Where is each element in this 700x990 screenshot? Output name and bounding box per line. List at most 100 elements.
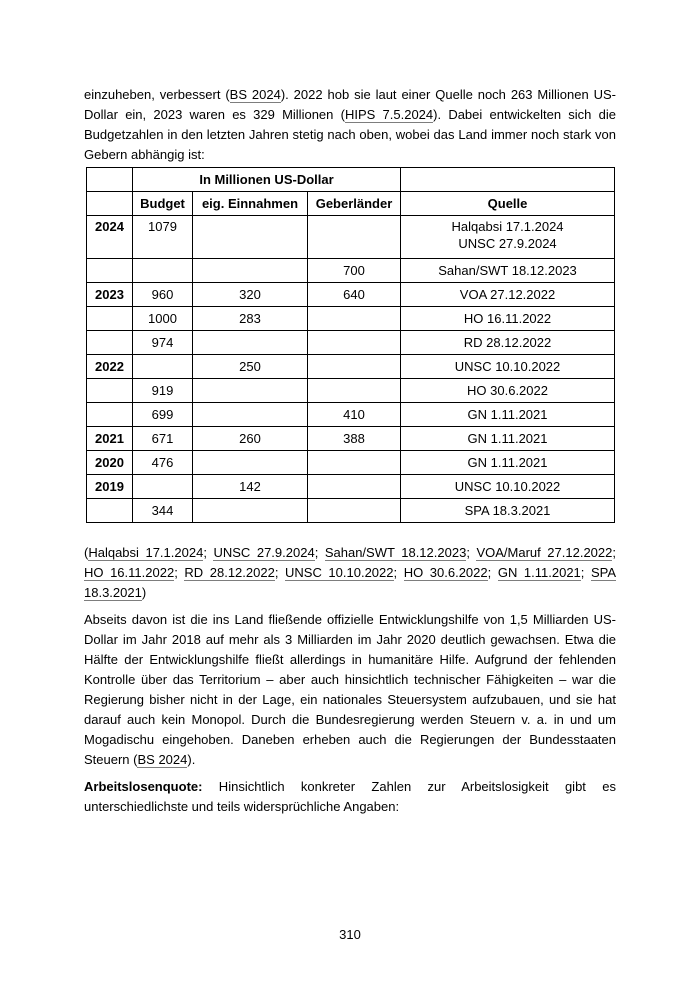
citation-link[interactable]: BS 2024: [229, 87, 281, 103]
budget-cell: [132, 474, 193, 499]
source-text: SPA 18.3.2021: [464, 503, 551, 518]
paragraph-lead: Arbeitslosenquote:: [84, 779, 203, 794]
geberlaender-cell: [306, 450, 402, 475]
budget-table: In Millionen US-Dollar Budget eig. Einna…: [86, 167, 616, 523]
citation-link[interactable]: VOA/Maruf 27.12.2022: [476, 545, 613, 561]
geberlaender-cell: 388: [306, 426, 402, 451]
year-cell: [86, 498, 133, 523]
geberlaender-cell: [306, 215, 402, 259]
source-text: VOA 27.12.2022: [459, 287, 556, 302]
text-span: ;: [174, 565, 185, 580]
year-cell: 2022: [86, 354, 133, 379]
geberlaender-cell: [306, 498, 402, 523]
table-row: 1000 283 HO 16.11.2022: [86, 306, 616, 331]
text-span: (: [84, 545, 89, 560]
year-cell: 2024: [86, 215, 133, 259]
col-header-budget: Budget: [132, 191, 193, 216]
einnahmen-cell: [192, 215, 308, 259]
quelle-cell: UNSC 10.10.2022: [400, 474, 616, 499]
text-span: ;: [274, 565, 286, 580]
quelle-cell: Sahan/SWT 18.12.2023: [400, 258, 616, 283]
budget-table-header: In Millionen US-Dollar Budget eig. Einna…: [86, 167, 616, 216]
quelle-cell: Halqabsi 17.1.2024 UNSC 27.9.2024: [400, 215, 616, 259]
budget-cell: 974: [132, 330, 193, 355]
citation-link[interactable]: UNSC 10.10.2022: [285, 565, 394, 581]
citation-link[interactable]: HIPS 7.5.2024: [344, 107, 434, 123]
einnahmen-cell: 260: [192, 426, 308, 451]
source-text: UNSC 10.10.2022: [454, 359, 561, 374]
citation-link[interactable]: Halqabsi 17.1.2024: [88, 545, 204, 561]
source-text: Sahan/SWT 18.12.2023: [438, 263, 577, 278]
development-aid-paragraph: Abseits davon ist die ins Land fließende…: [84, 610, 616, 770]
budget-cell: 699: [132, 402, 193, 427]
quelle-cell: GN 1.11.2021: [400, 426, 616, 451]
table-row: 2023 960 320 640 VOA 27.12.2022: [86, 282, 616, 307]
geberlaender-cell: 700: [306, 258, 402, 283]
table-row: 700 Sahan/SWT 18.12.2023: [86, 258, 616, 283]
einnahmen-cell: [192, 402, 308, 427]
quelle-cell: VOA 27.12.2022: [400, 282, 616, 307]
intro-paragraph: einzuheben, verbessert (BS 2024). 2022 h…: [84, 85, 616, 165]
text-span: einzuheben, verbessert (: [84, 87, 230, 102]
empty-corner-cell: [400, 167, 616, 192]
year-cell: [86, 402, 133, 427]
text-span: ;: [487, 565, 498, 580]
source-text: GN 1.11.2021: [467, 431, 548, 446]
budget-cell: [132, 354, 193, 379]
budget-cell: [132, 258, 193, 283]
quelle-cell: RD 28.12.2022: [400, 330, 616, 355]
text-span: ;: [314, 545, 325, 560]
quelle-cell: GN 1.11.2021: [400, 402, 616, 427]
text-span: ): [141, 585, 147, 600]
text-span: ;: [393, 565, 404, 580]
source-text: HO 30.6.2022: [467, 383, 548, 398]
year-cell: 2021: [86, 426, 133, 451]
citation-link[interactable]: RD 28.12.2022: [184, 565, 275, 581]
citation-link[interactable]: GN 1.11.2021: [497, 565, 581, 581]
citation-paragraph: (Halqabsi 17.1.2024; UNSC 27.9.2024; Sah…: [84, 543, 617, 603]
text-span: ). 2022 hob sie laut einer Quelle noch 2…: [84, 87, 616, 122]
year-cell: 2023: [86, 282, 133, 307]
table-row: 2019 142 UNSC 10.10.2022: [86, 474, 616, 499]
col-header-quelle: Quelle: [400, 191, 616, 216]
geberlaender-cell: 410: [306, 402, 402, 427]
budget-cell: 671: [132, 426, 193, 451]
text-span: ;: [466, 545, 477, 560]
text-span: ;: [203, 545, 214, 560]
budget-cell: 1079: [132, 215, 193, 259]
citation-link[interactable]: BS 2024: [137, 752, 188, 768]
geberlaender-cell: 640: [306, 282, 402, 307]
year-cell: 2019: [86, 474, 133, 499]
budget-cell: 919: [132, 378, 193, 403]
year-cell: [86, 258, 133, 283]
col-header-year: [86, 191, 133, 216]
budget-cell: 1000: [132, 306, 193, 331]
citation-link[interactable]: UNSC 27.9.2024: [213, 545, 315, 561]
page-content: einzuheben, verbessert (BS 2024). 2022 h…: [84, 85, 617, 817]
einnahmen-cell: 283: [192, 306, 308, 331]
einnahmen-cell: 250: [192, 354, 308, 379]
citation-link[interactable]: HO 16.11.2022: [84, 565, 175, 581]
text-span: ). Dabei entwickelten sich die Budgetzah…: [84, 107, 616, 162]
citation-link[interactable]: HO 30.6.2022: [403, 565, 488, 581]
geberlaender-cell: [306, 474, 402, 499]
citation-link[interactable]: SPA 18.3.2021: [84, 565, 617, 601]
text-span: ).: [187, 752, 196, 767]
table-row: 974 RD 28.12.2022: [86, 330, 616, 355]
table-row: 699 410 GN 1.11.2021: [86, 402, 616, 427]
source-text: Halqabsi 17.1.2024: [451, 219, 564, 234]
einnahmen-cell: [192, 330, 308, 355]
year-cell: [86, 378, 133, 403]
quelle-cell: HO 30.6.2022: [400, 378, 616, 403]
citation-link[interactable]: Sahan/SWT 18.12.2023: [324, 545, 467, 561]
column-header-row: Budget eig. Einnahmen Geberländer Quelle: [86, 191, 616, 216]
table-row: 2024 1079 Halqabsi 17.1.2024 UNSC 27.9.2024: [86, 215, 616, 259]
budget-table-body: 2024 1079 Halqabsi 17.1.2024 UNSC 27.9.2024…: [86, 215, 616, 523]
quelle-cell: UNSC 10.10.2022: [400, 354, 616, 379]
table-row: 2020 476 GN 1.11.2021: [86, 450, 616, 475]
text-span: Abseits davon ist die ins Land fließende…: [84, 612, 616, 767]
text-span: ;: [580, 565, 591, 580]
geberlaender-cell: [306, 330, 402, 355]
empty-corner-cell: [86, 167, 133, 192]
